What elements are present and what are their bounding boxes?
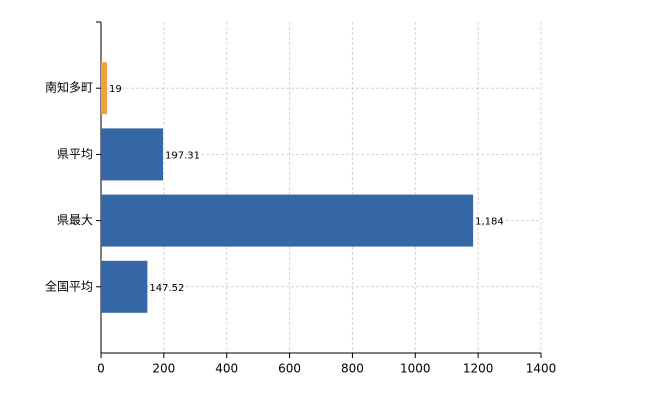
value-label: 147.52: [149, 283, 184, 294]
bar: [101, 62, 107, 115]
y-tick-label: 全国平均: [45, 278, 93, 293]
bar: [101, 194, 474, 247]
x-tick-label: 1200: [463, 362, 494, 376]
x-tick-label: 200: [152, 362, 175, 376]
y-tick-label: 南知多町: [45, 80, 93, 95]
x-tick-label: 1000: [400, 362, 431, 376]
x-tick-label: 400: [215, 362, 238, 376]
x-tick-label: 800: [341, 362, 364, 376]
x-tick-label: 1400: [526, 362, 557, 376]
x-tick-label: 600: [278, 362, 301, 376]
value-label: 197.31: [165, 150, 200, 161]
x-tick-label: 0: [97, 362, 105, 376]
y-tick-label: 県最大: [57, 213, 93, 227]
value-label: 19: [109, 84, 122, 95]
y-tick-label: 県平均: [57, 147, 93, 161]
bar: [101, 128, 164, 181]
bar: [101, 260, 148, 313]
value-label: 1,184: [475, 217, 504, 228]
